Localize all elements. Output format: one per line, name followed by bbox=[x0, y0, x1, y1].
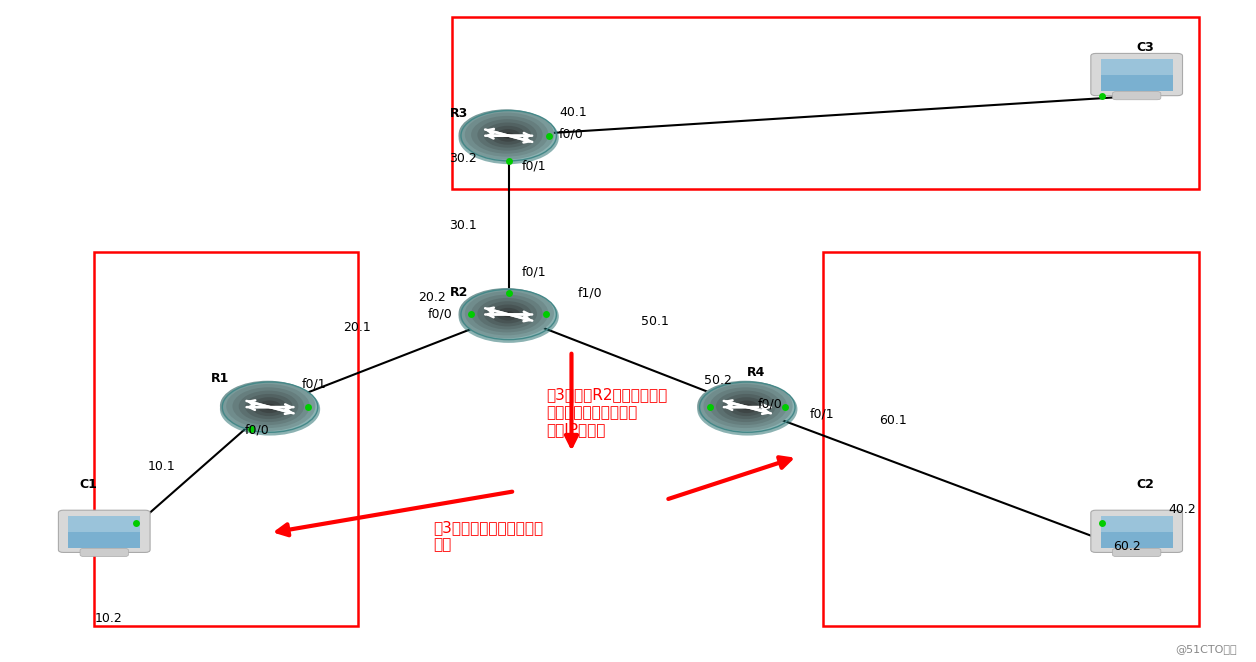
Circle shape bbox=[232, 387, 304, 425]
Circle shape bbox=[251, 397, 288, 416]
Circle shape bbox=[502, 132, 515, 139]
FancyBboxPatch shape bbox=[1113, 91, 1161, 100]
Circle shape bbox=[703, 384, 788, 428]
Circle shape bbox=[465, 291, 549, 336]
Circle shape bbox=[484, 122, 531, 148]
Circle shape bbox=[220, 381, 315, 431]
Circle shape bbox=[490, 126, 526, 145]
Circle shape bbox=[477, 119, 538, 151]
Circle shape bbox=[697, 381, 793, 431]
Circle shape bbox=[471, 295, 543, 332]
Text: f0/0: f0/0 bbox=[245, 424, 270, 437]
Text: 30.2: 30.2 bbox=[450, 152, 477, 166]
Text: R2: R2 bbox=[450, 286, 468, 299]
Text: f0/1: f0/1 bbox=[301, 377, 327, 391]
Bar bbox=[1100, 516, 1173, 532]
Text: f1/0: f1/0 bbox=[578, 286, 603, 299]
Text: 这3段都是R2需要跳的网段
需要注意的是它进入的
接口IP是多少: 这3段都是R2需要跳的网段 需要注意的是它进入的 接口IP是多少 bbox=[546, 387, 668, 437]
Circle shape bbox=[458, 109, 554, 160]
Text: C1: C1 bbox=[79, 478, 97, 491]
Text: 10.2: 10.2 bbox=[94, 612, 122, 626]
Text: C3: C3 bbox=[1137, 41, 1154, 54]
Text: 30.1: 30.1 bbox=[450, 218, 477, 232]
Text: 20.2: 20.2 bbox=[418, 291, 446, 305]
Text: f0/1: f0/1 bbox=[521, 265, 546, 278]
Circle shape bbox=[484, 301, 531, 326]
Text: f0/1: f0/1 bbox=[810, 407, 835, 420]
Text: R1: R1 bbox=[211, 372, 230, 385]
Circle shape bbox=[722, 394, 770, 419]
Bar bbox=[100, 549, 108, 551]
Text: 50.2: 50.2 bbox=[705, 374, 732, 387]
Text: R4: R4 bbox=[747, 365, 766, 379]
FancyBboxPatch shape bbox=[80, 548, 128, 557]
Circle shape bbox=[465, 113, 549, 157]
Text: 40.1: 40.1 bbox=[559, 106, 587, 119]
Text: f0/0: f0/0 bbox=[559, 127, 584, 140]
Bar bbox=[1100, 59, 1173, 75]
Text: R3: R3 bbox=[450, 107, 468, 120]
Bar bbox=[1133, 92, 1140, 95]
Text: f0/0: f0/0 bbox=[757, 397, 782, 410]
Text: f0/0: f0/0 bbox=[427, 308, 452, 321]
Ellipse shape bbox=[458, 111, 559, 164]
Circle shape bbox=[226, 384, 310, 428]
Bar bbox=[1100, 59, 1173, 91]
Text: 10.1: 10.1 bbox=[148, 460, 176, 473]
FancyBboxPatch shape bbox=[58, 510, 151, 552]
Bar bbox=[1100, 516, 1173, 547]
Bar bbox=[68, 516, 141, 547]
FancyBboxPatch shape bbox=[1113, 548, 1161, 557]
Bar bbox=[68, 516, 141, 532]
Circle shape bbox=[735, 401, 759, 413]
Text: 50.1: 50.1 bbox=[641, 314, 668, 328]
Circle shape bbox=[471, 116, 543, 154]
Circle shape bbox=[716, 391, 776, 422]
Text: 40.2: 40.2 bbox=[1168, 503, 1196, 516]
Text: C2: C2 bbox=[1137, 478, 1154, 491]
Bar bbox=[1133, 549, 1140, 551]
Text: 60.1: 60.1 bbox=[879, 414, 907, 427]
Ellipse shape bbox=[697, 383, 798, 436]
Text: 这3段都可以理解为非直连
网段: 这3段都可以理解为非直连 网段 bbox=[433, 520, 544, 552]
Circle shape bbox=[490, 305, 526, 324]
Circle shape bbox=[728, 397, 765, 416]
Circle shape bbox=[496, 308, 520, 320]
Text: @51CTO博客: @51CTO博客 bbox=[1176, 644, 1237, 654]
Text: 20.1: 20.1 bbox=[343, 321, 371, 334]
Circle shape bbox=[458, 288, 554, 338]
Circle shape bbox=[477, 298, 538, 330]
Circle shape bbox=[264, 404, 276, 410]
Circle shape bbox=[502, 311, 515, 318]
Circle shape bbox=[239, 391, 299, 422]
Circle shape bbox=[710, 387, 781, 425]
FancyBboxPatch shape bbox=[1090, 54, 1183, 95]
Ellipse shape bbox=[220, 383, 320, 436]
Text: 60.2: 60.2 bbox=[1113, 540, 1140, 553]
Circle shape bbox=[741, 404, 754, 410]
Circle shape bbox=[245, 394, 293, 419]
Text: f0/1: f0/1 bbox=[521, 159, 546, 172]
Circle shape bbox=[257, 401, 281, 413]
Ellipse shape bbox=[458, 290, 559, 343]
Circle shape bbox=[496, 129, 520, 142]
FancyBboxPatch shape bbox=[1090, 510, 1183, 552]
